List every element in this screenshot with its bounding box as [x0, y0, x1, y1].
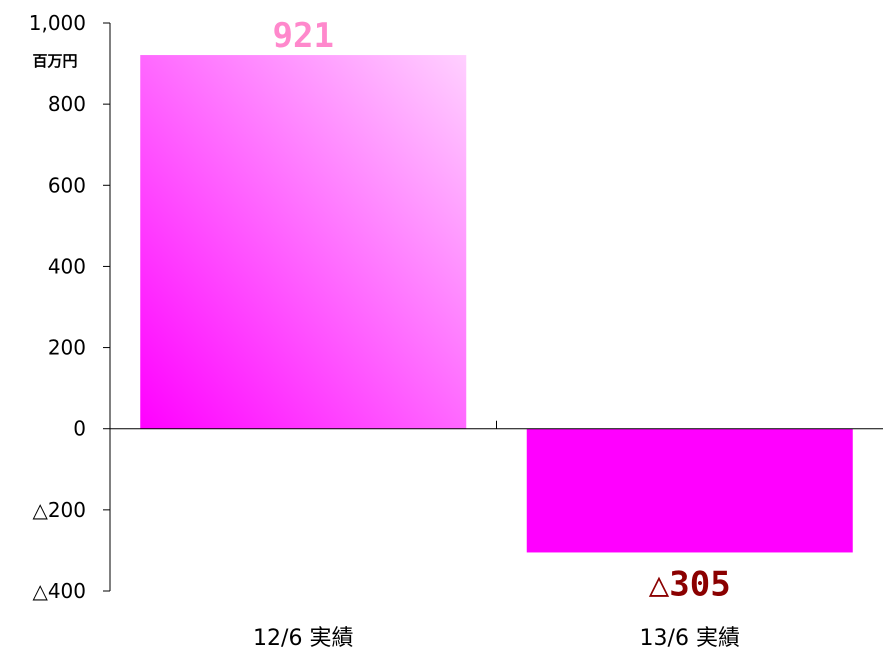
y-tick-label: 400 — [48, 254, 86, 278]
y-tick-label: 600 — [48, 173, 86, 197]
category-labels: 12/6 実績 13/6 実績 — [253, 626, 740, 651]
bars — [140, 55, 853, 553]
data-labels: 921 △305 — [273, 16, 731, 604]
y-axis-unit: 百万円 — [32, 52, 77, 70]
axes — [109, 23, 883, 591]
data-label-2: △305 — [649, 564, 731, 604]
bar-2 — [526, 428, 853, 553]
data-label-1: 921 — [273, 16, 334, 56]
y-tick-label: 1,000 — [29, 11, 86, 35]
y-tick-label: 200 — [48, 336, 86, 360]
y-tick-label: △400 — [32, 579, 86, 603]
y-axis-ticks: 1,000 800 600 400 200 0 △200 △400 — [29, 11, 110, 603]
y-tick-label: 0 — [73, 417, 86, 441]
y-tick-label: △200 — [32, 498, 86, 522]
category-label-2: 13/6 実績 — [640, 626, 740, 651]
bar-1 — [140, 55, 467, 429]
category-label-1: 12/6 実績 — [253, 626, 353, 651]
y-tick-label: 800 — [48, 92, 86, 116]
